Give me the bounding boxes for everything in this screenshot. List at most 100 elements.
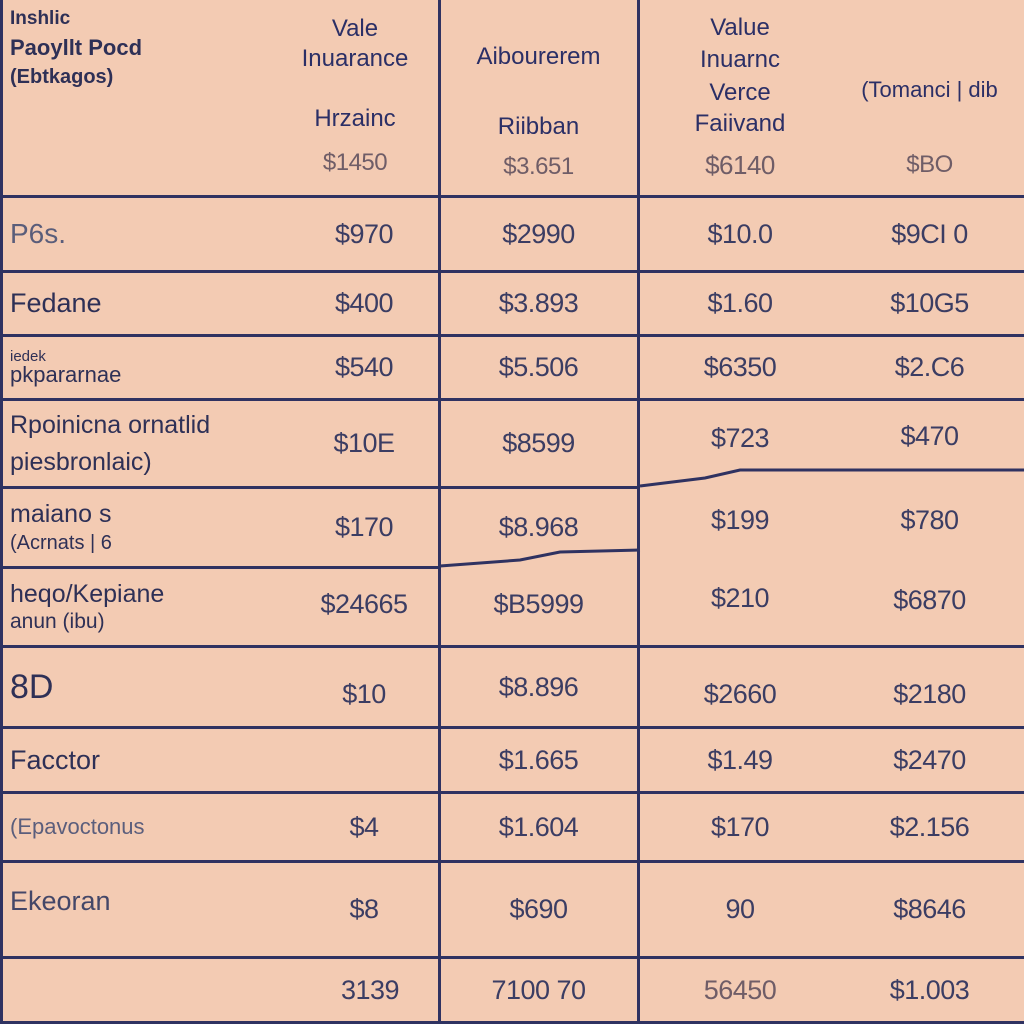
header-title: Inuarnc [699, 46, 781, 74]
header-title: Inuarance [301, 45, 409, 72]
header-value: $3.651 [503, 153, 574, 180]
header-line: Inshlic [10, 8, 71, 29]
row-label: P6s. [10, 218, 67, 249]
row-label: Fedane [10, 288, 102, 318]
row-value [290, 729, 438, 791]
row-divider [0, 334, 1024, 337]
row-divider [0, 398, 1024, 401]
row-label: (Epavoctonus [10, 814, 145, 839]
row-value: 56450 [703, 974, 777, 1005]
header-col1: Vale Inuarance Hrzainc $1450 [275, 14, 435, 194]
row-value: $8599 [502, 428, 575, 458]
row-value: $723 [710, 423, 770, 453]
row-label: Ekeoran [10, 885, 111, 916]
row-label-line: piesbronlaic) [10, 447, 152, 476]
row-value: $970 [334, 218, 394, 249]
row-value: $170 [710, 811, 770, 842]
header-title: Aibourerem [476, 43, 601, 70]
header-title: Vale [331, 15, 379, 42]
header-line: (Ebtkagos) [10, 66, 114, 89]
row-value: $10.0 [707, 218, 773, 249]
row-value: $2470 [893, 744, 966, 775]
row-label-line: iedek [10, 348, 46, 365]
row-value: $2180 [893, 678, 966, 709]
row-value: $1.604 [498, 811, 579, 842]
row-label-line: anun (ibu) [10, 610, 105, 634]
row-value: $2.C6 [894, 352, 965, 382]
row-divider [0, 486, 640, 489]
row-value: $540 [334, 352, 394, 382]
header-title: (Tomanci | dib [861, 77, 998, 102]
row-value: $B5999 [493, 588, 584, 619]
header-subtitle: Riibban [497, 113, 580, 140]
row-value: 90 [725, 894, 755, 924]
row-label: iedek pkpararnae [0, 337, 290, 398]
row-value: $470 [900, 420, 959, 451]
row-value: $780 [900, 504, 959, 535]
row-value: $6870 [893, 584, 966, 615]
row-value: $2990 [502, 218, 575, 249]
row-value: $10 [342, 678, 386, 709]
row-value: $9CI 0 [891, 218, 968, 249]
row-value: $24665 [320, 588, 408, 619]
row-divider [0, 1021, 1024, 1024]
row-value: $199 [710, 504, 770, 535]
header-title: Verce [709, 78, 771, 106]
col-divider [637, 0, 640, 1024]
row-value: $6350 [703, 352, 777, 382]
row-label: heqo/Kepiane anun (ibu) [0, 569, 290, 645]
row-value: $1.60 [707, 288, 773, 318]
row-value: $2.156 [889, 811, 970, 842]
row-divider [0, 791, 1024, 794]
header-row-label: Inshlic Paoyllt Pocd (Ebtkagos) [0, 0, 290, 120]
row-label-line: (Acrnats | 6 [10, 531, 112, 554]
row-divider [0, 860, 1024, 863]
row-divider [0, 566, 440, 569]
row-value: $1.003 [889, 974, 970, 1005]
header-title: Faiivand [694, 110, 786, 138]
row-value: $1.665 [498, 744, 579, 775]
row-value: $8 [349, 894, 379, 924]
header-value: $BO [906, 150, 953, 178]
row-label: Facctor [10, 744, 101, 775]
row-label-line: Rpoinicna ornatlid [10, 411, 211, 440]
row-value: $2660 [703, 678, 777, 709]
row-value: $8.968 [498, 512, 579, 542]
row-value: $8.896 [498, 671, 579, 702]
row-value: $210 [710, 582, 770, 613]
header-value: $1450 [322, 149, 388, 176]
row-value: $1.49 [707, 744, 773, 775]
row-divider [0, 726, 1024, 729]
header-subtitle: Hrzainc [314, 105, 396, 132]
row-value: $4 [349, 811, 379, 842]
row-value: $690 [509, 894, 568, 924]
row-label: 8D [10, 667, 54, 706]
row-value: $3.893 [498, 288, 579, 318]
row-divider [0, 645, 1024, 648]
row-value: $10E [333, 428, 395, 458]
col-divider [0, 0, 3, 1024]
header-col3: Value Inuarnc Verce Faiivand $6140 [640, 12, 840, 192]
row-divider [0, 956, 1024, 959]
header-value: $6140 [705, 150, 775, 181]
row-value: 3139 [340, 974, 400, 1005]
header-col4: (Tomanci | dib $BO [835, 76, 1024, 196]
row-divider [0, 195, 1024, 198]
row-value: $10G5 [890, 288, 969, 318]
header-line: Paoyllt Pocd [10, 34, 143, 60]
header-title: Value [710, 14, 770, 41]
row-value: $8646 [893, 894, 966, 924]
row-label-line: pkpararnae [10, 362, 122, 387]
col-divider [438, 0, 441, 1024]
row-label: maiano s (Acrnats | 6 [0, 489, 290, 566]
row-label-line: heqo/Kepiane [10, 580, 165, 609]
row-divider [0, 270, 1024, 273]
row-label [0, 959, 290, 1021]
row-label-line: maiano s [10, 500, 112, 529]
row-value: 7100 70 [491, 974, 586, 1005]
row-value: $400 [334, 288, 394, 318]
row-label: Rpoinicna ornatlid piesbronlaic) [0, 401, 300, 486]
row-value: $5.506 [498, 352, 579, 382]
